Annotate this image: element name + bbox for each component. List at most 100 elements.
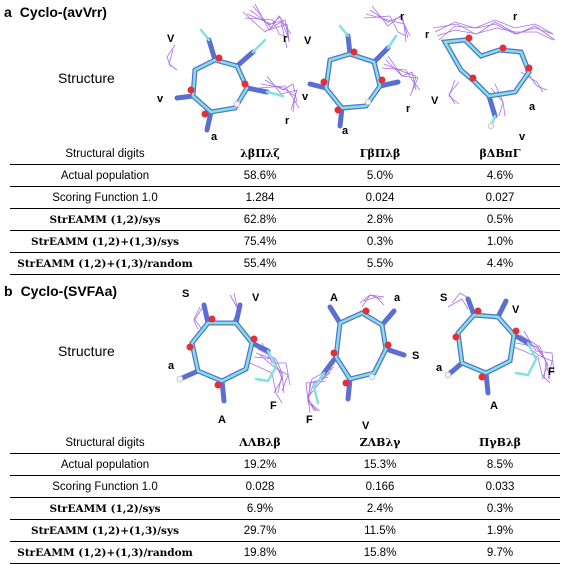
table-row: StrEAMM (1,2)/sys 62.8% 2.8% 0.5%	[10, 208, 560, 231]
residue-label: F	[548, 366, 555, 378]
molecule-structure-icon: S V a F A	[428, 283, 564, 431]
table-row: StrEAMM (1,2)+(1,3)/random 55.4% 5.5% 4.…	[10, 252, 560, 275]
table-cell: ΛΛΒλβ	[239, 436, 281, 449]
panel-a: a Cyclo-(avVrr) Structure	[0, 0, 567, 275]
table-row: Actual population 58.6% 5.0% 4.6%	[10, 164, 560, 187]
residue-label: V	[252, 292, 260, 304]
table-cell: 0.3%	[320, 230, 440, 253]
table-row: StrEAMM (1,2)+(1,3)/sys 75.4% 0.3% 1.0%	[10, 230, 560, 253]
table-cell: 4.4%	[440, 252, 560, 275]
panel-title: a Cyclo-(avVrr)	[4, 4, 107, 20]
table-row: StrEAMM (1,2)+(1,3)/sys 29.7% 11.5% 1.9%	[10, 519, 560, 542]
table-cell: 0.3%	[440, 497, 560, 520]
table-cell: 0.027	[440, 186, 560, 209]
residue-label: r	[283, 33, 288, 45]
residue-label: A	[330, 292, 338, 304]
panel-b: b Cyclo-(SVFAa) Structure	[0, 279, 567, 564]
table-row: StrEAMM (1,2)/sys 6.9% 2.4% 0.3%	[10, 497, 560, 520]
row-label: Actual population	[10, 453, 200, 476]
panel-title-text: Cyclo-(SVFAa)	[20, 283, 118, 299]
table-row: Structural digits λβΠλζ ΓβΠλβ βΔΒπΓ	[10, 143, 560, 165]
row-label: Structural digits	[65, 147, 145, 160]
table-cell: 4.6%	[440, 164, 560, 187]
table-row: Scoring Function 1.0 0.028 0.166 0.033	[10, 475, 560, 498]
table-cell: 15.3%	[320, 453, 440, 476]
population-table: Structural digits λβΠλζ ΓβΠλβ βΔΒπΓ Actu…	[10, 143, 560, 275]
residue-label: V	[431, 95, 439, 107]
table-cell: 19.8%	[200, 541, 320, 564]
table-cell: βΔΒπΓ	[479, 147, 521, 160]
table-cell: 5.5%	[320, 252, 440, 275]
table-row: Structural digits ΛΛΒλβ ΖΛΒλγ ΠγΒλβ	[10, 432, 560, 454]
panel-title-text: Cyclo-(avVrr)	[19, 4, 107, 20]
row-label: StrEAMM (1,2)/sys	[10, 497, 200, 520]
row-label: StrEAMM (1,2)+(1,3)/random	[10, 541, 200, 564]
row-label: Structural digits	[65, 436, 145, 449]
population-table: Structural digits ΛΛΒλβ ΖΛΒλγ ΠγΒλβ Actu…	[10, 432, 560, 564]
row-label: StrEAMM (1,2)/sys	[10, 208, 200, 231]
residue-label: V	[304, 35, 312, 47]
residue-label: A	[218, 414, 226, 426]
residue-label: r	[400, 11, 405, 23]
row-label: StrEAMM (1,2)+(1,3)/sys	[10, 519, 200, 542]
molecule-structure-icon: A a S F V	[300, 283, 428, 431]
panel-letter: a	[4, 4, 12, 20]
table-cell: 0.5%	[440, 208, 560, 231]
residue-label: F	[306, 414, 313, 426]
residue-label: V	[362, 420, 370, 431]
table-cell: 1.0%	[440, 230, 560, 253]
table-cell: 0.028	[200, 475, 320, 498]
table-cell: ΓβΠλβ	[359, 147, 401, 160]
residue-label: S	[182, 288, 189, 300]
table-cell: 0.024	[320, 186, 440, 209]
table-cell: 1.9%	[440, 519, 560, 542]
residue-label: r	[285, 115, 290, 127]
table-cell: 55.4%	[200, 252, 320, 275]
residue-label: S	[412, 350, 419, 362]
table-cell: 29.7%	[200, 519, 320, 542]
table-cell: 1.284	[200, 186, 320, 209]
molecule-structure-icon: V r v a r	[300, 0, 425, 143]
table-cell: 2.4%	[320, 497, 440, 520]
table-cell: 0.166	[320, 475, 440, 498]
table-cell: 8.5%	[440, 453, 560, 476]
row-label: Scoring Function 1.0	[10, 186, 200, 209]
table-row: StrEAMM (1,2)+(1,3)/random 19.8% 15.8% 9…	[10, 541, 560, 564]
molecule-structure-icon: S V a F A	[160, 283, 300, 431]
row-label: Actual population	[10, 164, 200, 187]
residue-label: V	[167, 33, 175, 45]
table-row: Actual population 19.2% 15.3% 8.5%	[10, 453, 560, 476]
table-cell: 5.0%	[320, 164, 440, 187]
table-cell: 11.5%	[320, 519, 440, 542]
residue-label: a	[394, 292, 401, 304]
residue-label: v	[519, 131, 526, 143]
structure-label: Structure	[58, 343, 115, 359]
residue-label: V	[512, 304, 520, 316]
residue-label: F	[270, 400, 277, 412]
residue-label: a	[211, 131, 218, 143]
table-cell: 62.8%	[200, 208, 320, 231]
residue-label: r	[513, 11, 518, 23]
table-cell: 15.8%	[320, 541, 440, 564]
row-label: Scoring Function 1.0	[10, 475, 200, 498]
row-label: StrEAMM (1,2)+(1,3)/random	[10, 252, 200, 275]
residue-label: r	[406, 103, 411, 115]
table-cell: 2.8%	[320, 208, 440, 231]
residue-label: v	[302, 91, 309, 103]
molecule-structure-icon: r r V a v	[425, 0, 567, 143]
table-cell: 0.033	[440, 475, 560, 498]
residue-label: a	[529, 101, 536, 113]
residue-label: S	[440, 292, 447, 304]
row-label: StrEAMM (1,2)+(1,3)/sys	[10, 230, 200, 253]
table-cell: λβΠλζ	[240, 147, 280, 160]
residue-label: a	[342, 125, 349, 137]
structure-label: Structure	[58, 70, 115, 86]
table-row: Scoring Function 1.0 1.284 0.024 0.027	[10, 186, 560, 209]
table-cell: 19.2%	[200, 453, 320, 476]
molecule-structure-icon: V r v a r	[155, 0, 300, 143]
residue-label: r	[425, 29, 430, 41]
table-cell: 6.9%	[200, 497, 320, 520]
table-cell: ΠγΒλβ	[479, 436, 521, 449]
residue-label: a	[168, 360, 175, 372]
table-cell: ΖΛΒλγ	[359, 436, 401, 449]
